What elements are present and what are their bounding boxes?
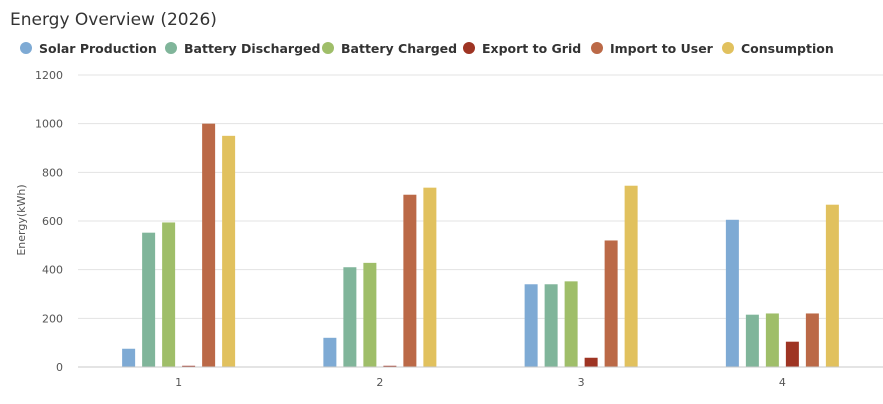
y-axis-ticks: 0 200 400 600 800 1000 1200 — [35, 69, 63, 374]
legend-item-battery-discharged[interactable]: Battery Discharged — [165, 41, 320, 56]
bar-battery-charged-2[interactable] — [363, 262, 377, 367]
legend-label: Import to User — [610, 41, 714, 56]
bar-export-to-grid-1[interactable] — [182, 365, 196, 367]
legend-item-import-to-user[interactable]: Import to User — [591, 41, 714, 56]
x-tick-label: 2 — [376, 376, 383, 389]
legend-item-export-to-grid[interactable]: Export to Grid — [463, 41, 581, 56]
x-axis-ticks: 1 2 3 4 — [175, 376, 786, 389]
bar-battery-charged-3[interactable] — [564, 281, 578, 367]
bar-import-to-user-3[interactable] — [604, 240, 618, 367]
bar-import-to-user-4[interactable] — [805, 313, 819, 367]
bar-consumption-3[interactable] — [624, 185, 638, 367]
bar-consumption-4[interactable] — [825, 204, 839, 367]
bar-battery-discharged-2[interactable] — [343, 267, 357, 367]
legend-marker — [322, 42, 334, 54]
legend-marker — [165, 42, 177, 54]
bars — [122, 123, 839, 368]
legend[interactable]: Solar Production Battery Discharged Batter… — [20, 41, 834, 56]
bar-battery-discharged-3[interactable] — [544, 284, 558, 367]
legend-item-solar-production[interactable]: Solar Production — [20, 41, 157, 56]
legend-item-battery-charged[interactable]: Battery Charged — [322, 41, 457, 56]
x-tick-label: 3 — [578, 376, 585, 389]
legend-item-consumption[interactable]: Consumption — [722, 41, 834, 56]
bar-battery-discharged-4[interactable] — [745, 314, 759, 367]
legend-marker — [591, 42, 603, 54]
legend-marker — [20, 42, 32, 54]
bar-import-to-user-1[interactable] — [202, 123, 216, 368]
legend-marker — [722, 42, 734, 54]
bar-solar-production-2[interactable] — [323, 337, 337, 367]
y-tick-label: 800 — [42, 166, 63, 179]
legend-label: Export to Grid — [482, 41, 581, 56]
x-tick-label: 1 — [175, 376, 182, 389]
bar-export-to-grid-2[interactable] — [383, 365, 397, 367]
chart-title: Energy Overview (2026) — [10, 10, 217, 30]
y-tick-label: 1000 — [35, 118, 63, 131]
bar-import-to-user-2[interactable] — [403, 194, 417, 367]
legend-label: Solar Production — [39, 41, 157, 56]
legend-label: Battery Charged — [341, 41, 457, 56]
y-tick-label: 400 — [42, 264, 63, 277]
y-tick-label: 0 — [56, 361, 63, 374]
bar-solar-production-1[interactable] — [122, 348, 136, 367]
legend-label: Battery Discharged — [184, 41, 320, 56]
x-tick-label: 4 — [779, 376, 786, 389]
y-tick-label: 200 — [42, 312, 63, 325]
y-axis-label: Energy(kWh) — [15, 184, 28, 255]
bar-solar-production-4[interactable] — [725, 219, 739, 367]
bar-consumption-1[interactable] — [222, 135, 236, 367]
legend-label: Consumption — [741, 41, 834, 56]
bar-export-to-grid-4[interactable] — [785, 341, 799, 367]
y-tick-label: 1200 — [35, 69, 63, 82]
bar-consumption-2[interactable] — [423, 187, 437, 367]
bar-battery-discharged-1[interactable] — [142, 232, 156, 367]
bar-battery-charged-1[interactable] — [162, 222, 176, 367]
bar-battery-charged-4[interactable] — [765, 313, 779, 367]
y-tick-label: 600 — [42, 215, 63, 228]
legend-marker — [463, 42, 475, 54]
gridlines — [78, 74, 883, 319]
bar-solar-production-3[interactable] — [524, 284, 538, 367]
bar-export-to-grid-3[interactable] — [584, 357, 598, 367]
